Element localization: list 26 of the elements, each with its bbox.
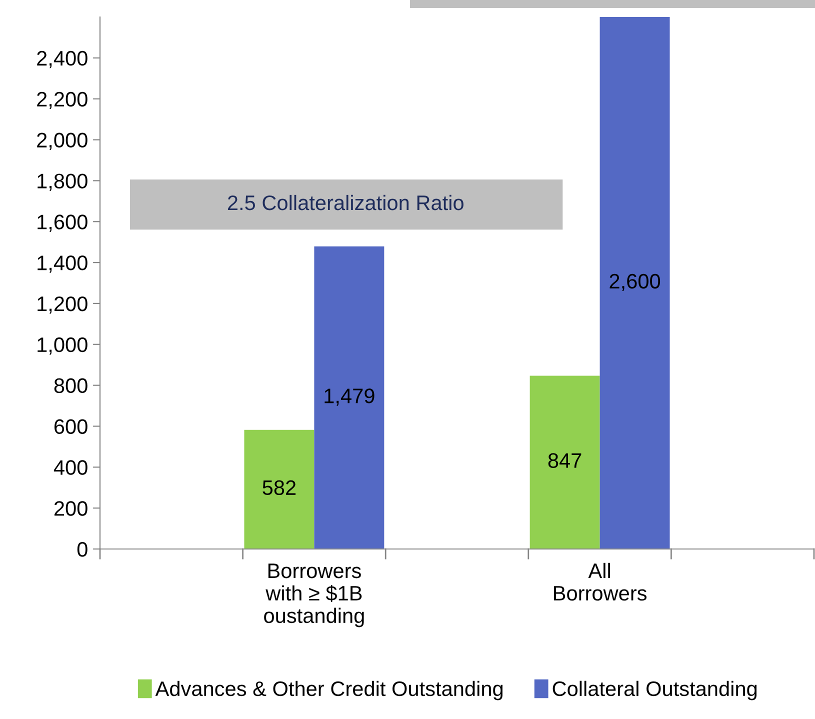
y-tick-label: 400	[54, 460, 88, 475]
y-tick-label: 200	[54, 501, 88, 516]
y-tick-label: 2,400	[37, 50, 88, 68]
data-label: 2,600	[610, 274, 660, 292]
legend-label: Advances & Other Credit Outstanding	[155, 680, 503, 700]
data-label: 1,479	[324, 388, 374, 406]
y-tick-label: 800	[54, 378, 88, 394]
y-tick-label: 1,000	[38, 337, 88, 355]
y-tick-label: 1,400	[38, 256, 88, 273]
bar	[600, 17, 670, 549]
y-tick-label: 1,200	[38, 296, 88, 314]
x-tick-label: Borrowers with ≥ $1B oustanding	[264, 564, 364, 628]
data-label: 847	[548, 453, 582, 468]
y-tick-label: 2,200	[37, 92, 88, 110]
legend-label: Collateral Outstanding	[552, 680, 757, 700]
y-tick-label: 2,000	[37, 132, 88, 150]
bar	[314, 246, 384, 549]
y-tick-label: 0	[77, 542, 88, 557]
data-label: 582	[262, 480, 296, 496]
annotation: 2.5 Collateralization Ratio	[228, 194, 464, 210]
x-tick-label: All Borrowers	[554, 562, 647, 601]
bar	[530, 376, 600, 549]
y-tick-label: 1,800	[38, 174, 88, 191]
y-tick-label: 600	[54, 419, 88, 434]
bar	[244, 430, 314, 549]
y-tick-label: 1,600	[38, 214, 88, 232]
